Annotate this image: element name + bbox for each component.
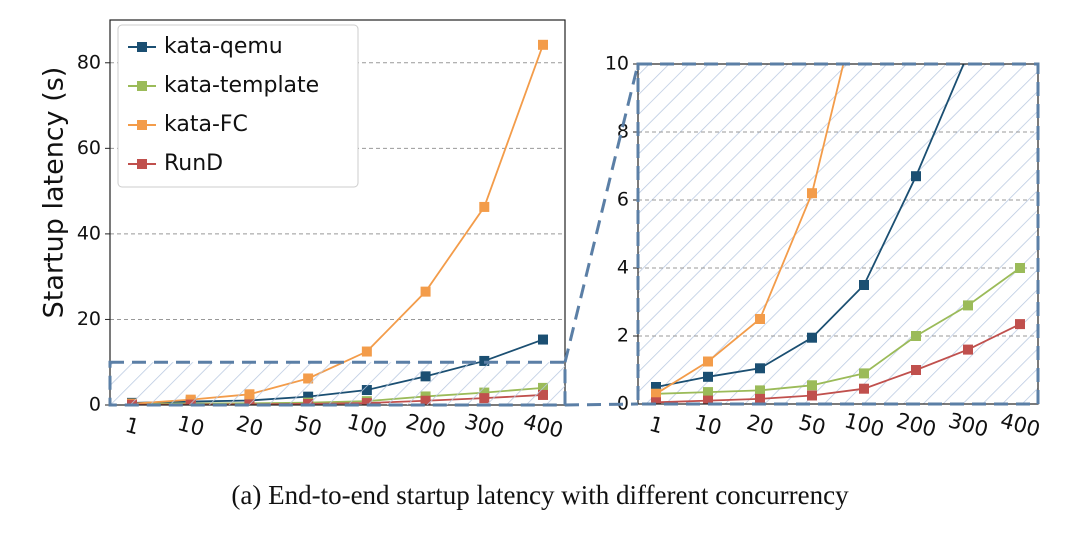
- zoom-region: [108, 360, 567, 407]
- y-tick-label: 80: [77, 51, 101, 73]
- data-point: [807, 380, 817, 391]
- y-tick-label: 10: [605, 53, 629, 75]
- data-point: [1015, 263, 1025, 273]
- x-tick-label: 100: [842, 408, 887, 442]
- data-point: [911, 171, 921, 182]
- x-tick-label: 10: [692, 410, 724, 440]
- x-tick-label: 400: [998, 408, 1043, 442]
- series-line: [655, 64, 845, 395]
- y-tick-label: 2: [617, 325, 629, 347]
- data-point: [703, 395, 713, 404]
- data-point: [911, 365, 921, 375]
- data-point: [420, 286, 431, 297]
- x-tick-label: 400: [521, 409, 566, 443]
- data-point: [538, 334, 548, 345]
- zoom-frame: [636, 62, 1040, 406]
- legend-label: RunD: [164, 151, 223, 176]
- legend-marker: [137, 42, 147, 52]
- data-point: [755, 385, 765, 396]
- data-point: [479, 201, 490, 212]
- x-tick-label: 50: [292, 411, 324, 441]
- legend-marker: [137, 159, 147, 169]
- x-tick-label: 50: [796, 410, 828, 440]
- data-point: [1015, 319, 1025, 330]
- legend-label: kata-FC: [164, 112, 248, 137]
- zoom-connector: [564, 402, 639, 407]
- data-point: [651, 397, 661, 404]
- plot-area: [651, 49, 1025, 404]
- data-point: [807, 188, 817, 199]
- data-point: [963, 49, 973, 59]
- zoom-connector: [563, 63, 640, 363]
- y-axis-label: Startup latency (s): [39, 67, 70, 319]
- data-point: [807, 332, 817, 343]
- data-point: [755, 363, 765, 374]
- data-point: [755, 393, 765, 404]
- y-tick-label: 0: [89, 394, 101, 416]
- data-point: [538, 39, 548, 50]
- legend-label: kata-qemu: [164, 34, 283, 59]
- data-point: [859, 280, 869, 290]
- y-tick-label: 6: [617, 189, 629, 211]
- x-tick-label: 100: [345, 409, 390, 443]
- x-tick-label: 300: [462, 409, 507, 443]
- data-point: [859, 383, 869, 394]
- data-point: [859, 368, 869, 379]
- data-point: [651, 388, 661, 399]
- data-point: [703, 387, 713, 398]
- series-line: [655, 323, 1021, 404]
- data-point: [911, 331, 921, 341]
- y-tick-label: 20: [77, 308, 101, 330]
- hatch-background: [638, 64, 1038, 404]
- data-point: [651, 382, 661, 392]
- data-point: [807, 390, 817, 401]
- y-tick-label: 40: [77, 222, 101, 244]
- caption: (a) End-to-end startup latency with diff…: [231, 480, 849, 510]
- y-tick-label: 4: [617, 257, 629, 279]
- x-tick-label: 1: [123, 413, 142, 440]
- series-line: [655, 64, 965, 388]
- legend-label: kata-template: [164, 73, 319, 98]
- data-point: [703, 356, 713, 367]
- legend-box: [117, 24, 359, 188]
- x-tick-label: 1: [647, 412, 666, 439]
- series-line: [655, 267, 1021, 395]
- x-tick-label: 10: [175, 411, 207, 441]
- x-tick-label: 20: [234, 411, 266, 441]
- x-tick-label: 200: [403, 409, 448, 443]
- legend-marker: [137, 81, 147, 91]
- x-tick-label: 300: [946, 408, 991, 442]
- data-point: [703, 371, 713, 382]
- y-tick-label: 60: [77, 137, 101, 159]
- data-point: [963, 300, 973, 311]
- x-tick-label: 200: [894, 408, 939, 442]
- legend-marker: [137, 120, 147, 130]
- data-point: [755, 314, 765, 324]
- data-point: [963, 344, 973, 355]
- x-tick-label: 20: [744, 410, 776, 440]
- data-point: [361, 346, 372, 357]
